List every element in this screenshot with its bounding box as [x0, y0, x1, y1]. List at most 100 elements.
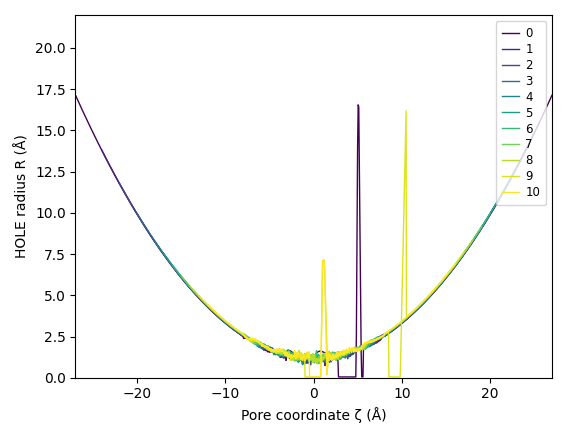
6 — [443, 273, 450, 279]
4 — [151, 238, 158, 244]
5 — [160, 251, 167, 256]
6 — [169, 263, 176, 268]
1 — [375, 339, 382, 344]
4 — [505, 180, 511, 186]
7 — [437, 281, 443, 286]
3 — [355, 348, 362, 353]
1 — [99, 148, 105, 153]
7 — [370, 337, 376, 342]
2 — [141, 223, 148, 228]
7 — [361, 345, 367, 350]
9 — [302, 374, 308, 380]
5 — [496, 196, 502, 201]
0 — [101, 153, 108, 159]
0 — [349, 374, 356, 380]
1 — [125, 197, 132, 202]
Line: 7: 7 — [181, 227, 481, 362]
8 — [351, 348, 358, 353]
Line: 5: 5 — [164, 198, 499, 362]
8 — [204, 303, 211, 308]
10 — [349, 346, 356, 351]
5 — [415, 305, 422, 310]
4 — [366, 344, 373, 350]
9 — [424, 294, 431, 300]
5 — [450, 265, 456, 271]
10 — [320, 258, 327, 263]
2 — [363, 343, 370, 349]
Y-axis label: HOLE radius R (Å): HOLE radius R (Å) — [15, 134, 29, 258]
7 — [178, 274, 185, 279]
0 — [362, 345, 369, 350]
1 — [471, 236, 478, 241]
5 — [295, 360, 302, 365]
4 — [173, 268, 180, 274]
7 — [478, 224, 485, 230]
Line: 3: 3 — [137, 167, 517, 364]
6 — [411, 309, 417, 314]
3 — [376, 334, 383, 339]
9 — [460, 250, 467, 255]
1 — [350, 350, 357, 355]
7 — [406, 313, 413, 318]
Line: 9: 9 — [199, 111, 464, 377]
2 — [375, 336, 382, 341]
2 — [425, 296, 431, 301]
4 — [299, 362, 306, 367]
4 — [357, 345, 363, 350]
0 — [434, 286, 441, 291]
10 — [418, 301, 425, 306]
0 — [72, 92, 79, 98]
4 — [377, 334, 384, 339]
8 — [401, 316, 408, 321]
1 — [362, 344, 369, 349]
1 — [531, 130, 538, 135]
9 — [397, 374, 404, 380]
4 — [420, 300, 426, 306]
3 — [134, 211, 141, 216]
8 — [367, 339, 374, 344]
9 — [212, 310, 219, 315]
9 — [196, 293, 202, 299]
0 — [549, 92, 556, 98]
Line: 1: 1 — [102, 133, 534, 366]
7 — [317, 360, 324, 365]
3 — [157, 247, 164, 252]
0 — [483, 218, 490, 223]
2 — [466, 243, 473, 248]
8 — [358, 347, 365, 352]
Legend: 0, 1, 2, 3, 4, 5, 6, 7, 8, 9, 10: 0, 1, 2, 3, 4, 5, 6, 7, 8, 9, 10 — [496, 21, 546, 205]
10 — [219, 316, 226, 321]
Line: 6: 6 — [172, 213, 490, 364]
3 — [461, 251, 468, 256]
10 — [355, 348, 362, 353]
2 — [522, 148, 529, 153]
8 — [430, 288, 437, 293]
X-axis label: Pore coordinate ζ (Å): Pore coordinate ζ (Å) — [241, 407, 387, 423]
5 — [181, 278, 188, 283]
6 — [372, 336, 379, 341]
9 — [365, 340, 371, 345]
6 — [487, 210, 494, 215]
3 — [365, 343, 371, 348]
5 — [356, 346, 362, 352]
Line: 4: 4 — [155, 183, 508, 364]
8 — [187, 284, 193, 289]
9 — [350, 346, 357, 352]
6 — [315, 361, 322, 366]
2 — [307, 362, 314, 367]
5 — [364, 344, 371, 350]
6 — [362, 344, 369, 350]
10 — [392, 323, 399, 328]
2 — [116, 181, 123, 186]
0 — [335, 374, 342, 380]
3 — [422, 298, 429, 303]
Line: 8: 8 — [190, 240, 472, 364]
1 — [427, 293, 434, 299]
10 — [306, 374, 313, 380]
9 — [403, 108, 409, 113]
10 — [362, 340, 369, 346]
9 — [357, 348, 363, 353]
7 — [196, 295, 203, 300]
2 — [353, 348, 359, 353]
3 — [513, 164, 520, 170]
